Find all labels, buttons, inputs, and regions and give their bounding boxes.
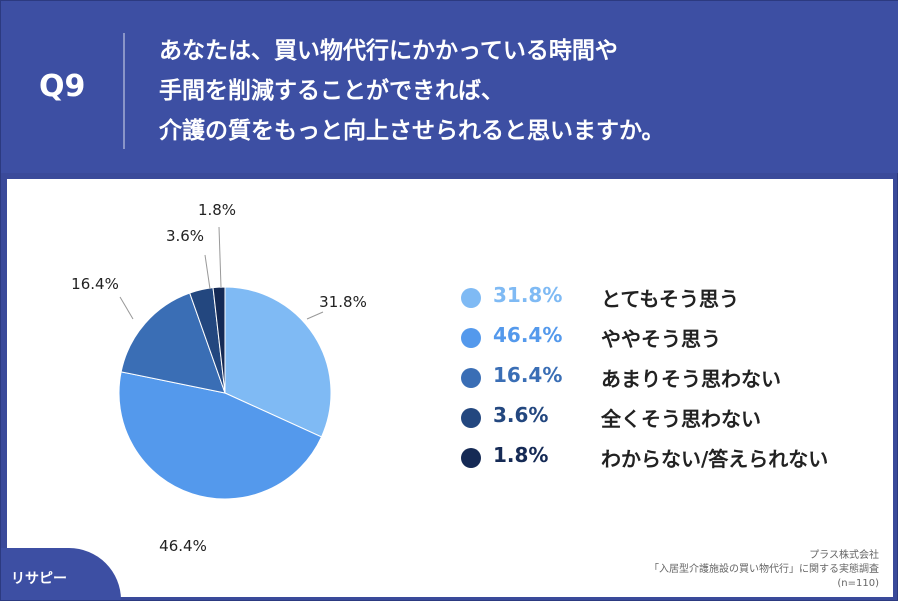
question-line-3: 介護の質をもっと向上させられると思いますか。	[159, 118, 665, 144]
question-line-2: 手間を削減することができれば、	[159, 78, 504, 104]
question-number: Q9	[39, 69, 86, 104]
pie-slice	[118, 371, 323, 500]
question-text: あなたは、買い物代行にかかっている時間や 手間を削減することができれば、 介護の…	[159, 31, 859, 151]
header-divider	[123, 33, 125, 149]
pie-chart: 31.8% 46.4% 16.4% 3.6% 1.8%	[71, 201, 367, 555]
legend-label: 全くそう思わない	[601, 407, 761, 431]
legend-label: わからない/答えられない	[601, 447, 829, 471]
leader-line	[306, 311, 324, 320]
legend-swatch	[461, 288, 481, 308]
leader-line	[218, 226, 222, 288]
legend-percent: 46.4%	[493, 323, 563, 347]
legend-label: あまりそう思わない	[601, 367, 781, 391]
pie-slice	[224, 286, 332, 438]
slice-value-label: 16.4%	[71, 275, 119, 293]
chart-legend: 31.8% とてもそう思う 46.4% ややそう思う 16.4% あまりそう思わ…	[461, 279, 881, 479]
leader-line	[204, 254, 211, 290]
legend-percent: 16.4%	[493, 363, 563, 387]
chart-panel: 31.8% 46.4% 16.4% 3.6% 1.8% 31.8% とてもそう思う 46…	[7, 179, 893, 597]
legend-item: 3.6% 全くそう思わない	[461, 399, 881, 439]
slice-value-label: 1.8%	[198, 201, 236, 219]
legend-item: 46.4% ややそう思う	[461, 319, 881, 359]
source-survey: 「入居型介護施設の買い物代行」に関する実態調査	[649, 564, 879, 575]
legend-swatch	[461, 448, 481, 468]
legend-item: 31.8% とてもそう思う	[461, 279, 881, 319]
question-header: Q9 あなたは、買い物代行にかかっている時間や 手間を削減することができれば、 …	[1, 1, 898, 173]
legend-label: ややそう思う	[601, 327, 721, 351]
slice-value-label: 46.4%	[159, 537, 207, 555]
legend-swatch	[461, 328, 481, 348]
question-line-1: あなたは、買い物代行にかかっている時間や	[159, 38, 618, 64]
pie-slice	[212, 286, 226, 394]
slice-value-label: 31.8%	[319, 293, 367, 311]
sample-size: (n=110)	[837, 578, 879, 589]
leader-line	[119, 296, 134, 320]
legend-percent: 1.8%	[493, 443, 549, 467]
legend-label: とてもそう思う	[601, 287, 739, 311]
legend-swatch	[461, 408, 481, 428]
legend-percent: 3.6%	[493, 403, 549, 427]
source-note: プラス株式会社 「入居型介護施設の買い物代行」に関する実態調査 (n=110)	[649, 549, 879, 591]
legend-item: 1.8% わからない/答えられない	[461, 439, 881, 479]
legend-percent: 31.8%	[493, 283, 563, 307]
pie-slice	[120, 292, 226, 394]
legend-swatch	[461, 368, 481, 388]
logo-text: リサピー	[11, 571, 67, 587]
slice-value-label: 3.6%	[166, 227, 204, 245]
legend-item: 16.4% あまりそう思わない	[461, 359, 881, 399]
source-company: プラス株式会社	[809, 550, 879, 561]
